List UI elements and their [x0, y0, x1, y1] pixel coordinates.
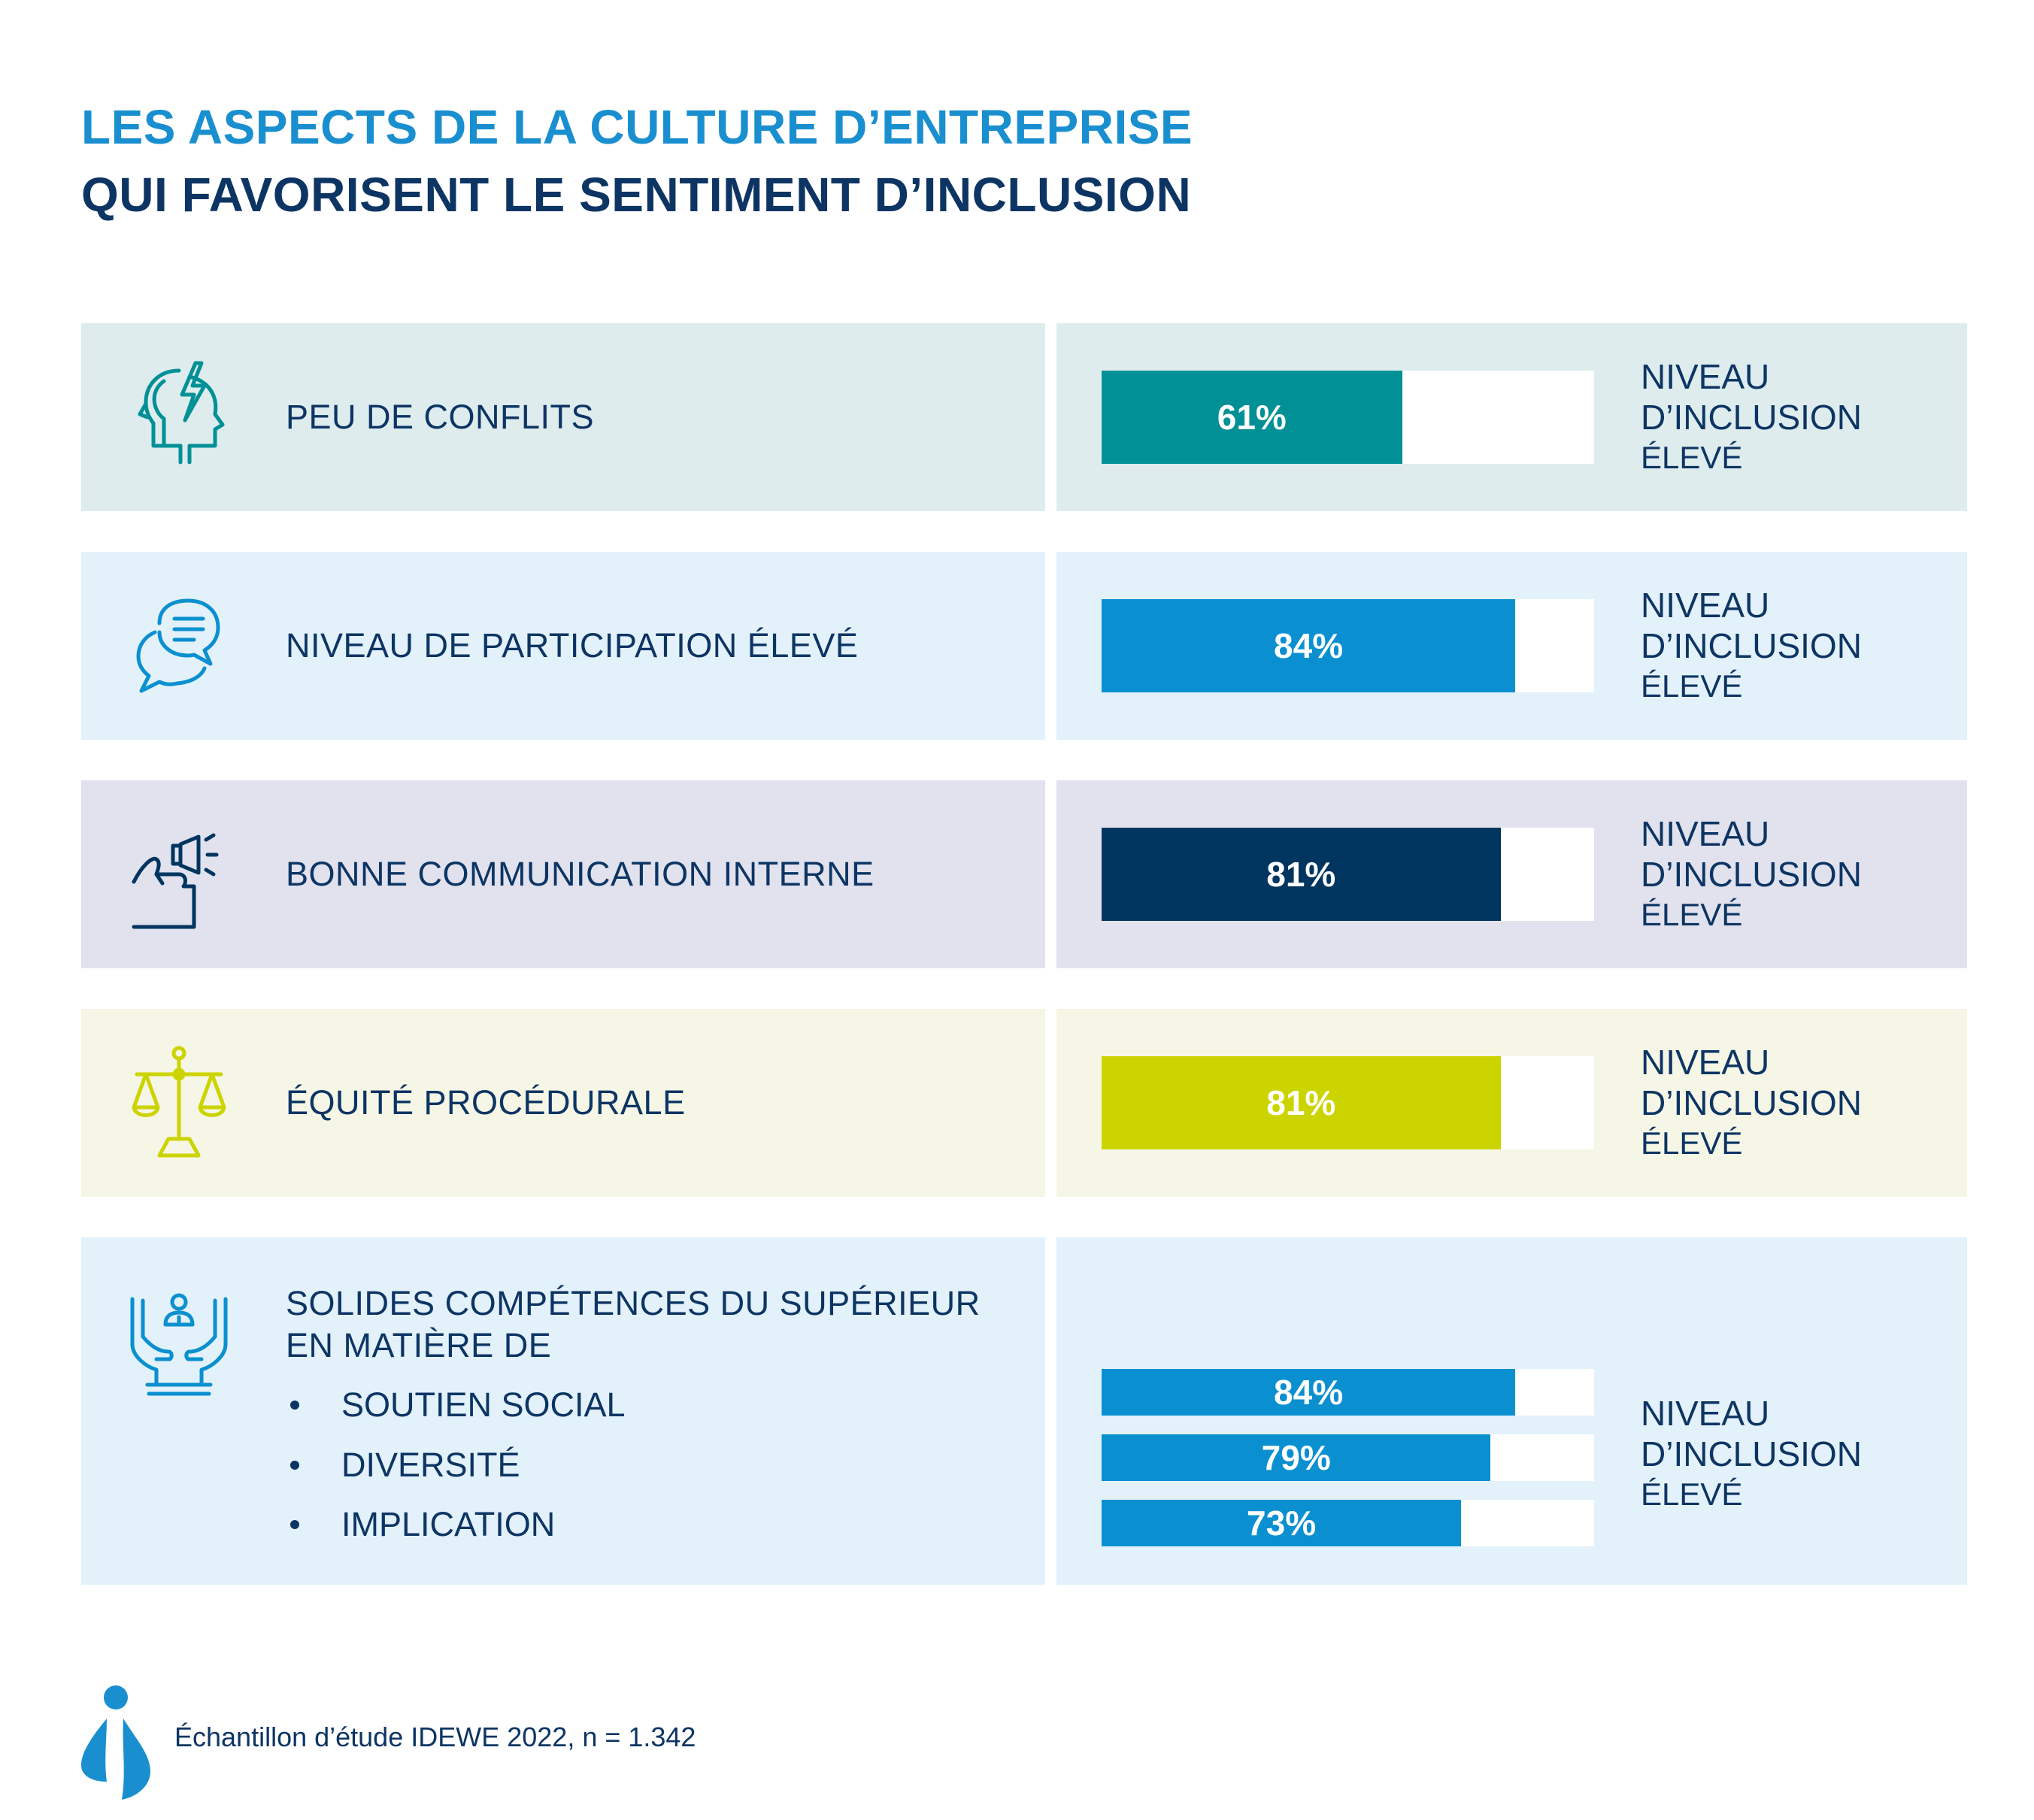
row-label-line-2: EN MATIÈRE DE [286, 1326, 552, 1364]
row-label-panel: NIVEAU DE PARTICIPATION ÉLEVÉ [81, 552, 1045, 740]
bar-value-label: 81% [1266, 1083, 1336, 1122]
hands-person-icon [126, 1292, 232, 1397]
legend-line-3: ÉLEVÉ [1641, 1125, 1743, 1161]
row-label: NIVEAU DE PARTICIPATION ÉLEVÉ [286, 626, 859, 665]
row-value-panel: 84% NIVEAU D’INCLUSION ÉLEVÉ [1056, 552, 1967, 740]
bar-value-label: 73% [1247, 1504, 1317, 1543]
title-line-1: LES ASPECTS DE LA CULTURE D’ENTREPRISE [81, 100, 1193, 154]
head-conflict-icon [126, 357, 232, 477]
bar-track: 61% [1102, 371, 1594, 464]
row-superieur: SOLIDES COMPÉTENCES DU SUPÉRIEUR EN MATI… [81, 1237, 1967, 1585]
legend-line-2: D’INCLUSION [1641, 1083, 1862, 1122]
legend-line-2: D’INCLUSION [1641, 398, 1862, 437]
row-label-panel: BONNE COMMUNICATION INTERNE [81, 780, 1045, 968]
row-label-panel: SOLIDES COMPÉTENCES DU SUPÉRIEUR EN MATI… [81, 1237, 1045, 1585]
bar-track: 81% [1102, 1056, 1594, 1149]
bar-value-label: 84% [1274, 626, 1344, 665]
bar-bonne-communication: 81% [1102, 828, 1501, 921]
row-conflicts: PEU DE CONFLITS 61% NIVEAU D’INCLUSION É… [81, 323, 1967, 511]
bullet [290, 1461, 299, 1470]
bar-value-label: 81% [1266, 855, 1336, 894]
legend-line-1: NIVEAU [1641, 1394, 1770, 1433]
row-participation: NIVEAU DE PARTICIPATION ÉLEVÉ 84% NIVEAU… [81, 552, 1967, 740]
legend-line-2: D’INCLUSION [1641, 1434, 1862, 1473]
bullet [290, 1401, 299, 1410]
scales-icon [126, 1043, 232, 1163]
legend-line-1: NIVEAU [1641, 357, 1770, 396]
row-value-panel: 84% 79% 73% NIVEAU D’INCLUSION ÉLEVÉ [1056, 1237, 1967, 1585]
bar-niveau-de-participation: 84% [1102, 599, 1516, 692]
legend-high-inclusion: NIVEAU D’INCLUSION ÉLEVÉ [1641, 356, 1862, 478]
legend-line-3: ÉLEVÉ [1641, 440, 1743, 475]
bar-equite-procedurale: 81% [1102, 1056, 1501, 1149]
legend-line-1: NIVEAU [1641, 586, 1770, 625]
legend-line-2: D’INCLUSION [1641, 855, 1862, 894]
bar-track: 81% [1102, 828, 1594, 921]
row-equite: ÉQUITÉ PROCÉDURALE 81% NIVEAU D’INCLUSIO… [81, 1009, 1967, 1197]
bar-value-label: 61% [1217, 398, 1287, 437]
row-label: BONNE COMMUNICATION INTERNE [286, 855, 875, 893]
item-diversite: DIVERSITÉ [341, 1446, 520, 1484]
source-note: Échantillon d’étude IDEWE 2022, n = 1.34… [174, 1722, 696, 1752]
row-label-panel: PEU DE CONFLITS [81, 323, 1045, 511]
megaphone-hand-icon [126, 814, 232, 934]
row-value-panel: 81% NIVEAU D’INCLUSION ÉLEVÉ [1056, 780, 1967, 968]
row-label-line-1: SOLIDES COMPÉTENCES DU SUPÉRIEUR [286, 1284, 981, 1322]
speech-bubbles-icon [126, 586, 232, 706]
title-line-2: QUI FAVORISENT LE SENTIMENT D’INCLUSION [81, 168, 1192, 222]
bar-track: 84% [1102, 1369, 1594, 1416]
bar-soutien-social: 84% [1102, 1369, 1516, 1416]
bar-value-label: 79% [1261, 1438, 1331, 1477]
legend-high-inclusion: NIVEAU D’INCLUSION ÉLEVÉ [1641, 813, 1862, 935]
legend-line-2: D’INCLUSION [1641, 626, 1862, 665]
bar-peu-de-conflits: 61% [1102, 371, 1402, 464]
legend-high-inclusion: NIVEAU D’INCLUSION ÉLEVÉ [1641, 1042, 1862, 1164]
bar-track: 84% [1102, 599, 1594, 692]
legend-high-inclusion: NIVEAU D’INCLUSION ÉLEVÉ [1641, 1393, 1862, 1515]
bar-value-label: 84% [1274, 1373, 1344, 1412]
bar-track: 79% [1102, 1434, 1594, 1481]
bar-diversite: 79% [1102, 1434, 1491, 1481]
legend-line-1: NIVEAU [1641, 1043, 1770, 1082]
legend-line-3: ÉLEVÉ [1641, 1476, 1743, 1512]
bullet [290, 1520, 299, 1529]
row-value-panel: 81% NIVEAU D’INCLUSION ÉLEVÉ [1056, 1009, 1967, 1197]
legend-high-inclusion: NIVEAU D’INCLUSION ÉLEVÉ [1641, 585, 1862, 707]
item-soutien-social: SOUTIEN SOCIAL [341, 1385, 626, 1424]
legend-line-1: NIVEAU [1641, 814, 1770, 853]
legend-line-3: ÉLEVÉ [1641, 668, 1743, 704]
row-label: PEU DE CONFLITS [286, 398, 595, 436]
item-implication: IMPLICATION [341, 1505, 556, 1543]
row-label-panel: ÉQUITÉ PROCÉDURALE [81, 1009, 1045, 1197]
row-communication: BONNE COMMUNICATION INTERNE 81% NIVEAU D… [81, 780, 1967, 968]
idewe-logo [77, 1682, 159, 1803]
row-label: ÉQUITÉ PROCÉDURALE [286, 1083, 686, 1122]
row-value-panel: 61% NIVEAU D’INCLUSION ÉLEVÉ [1056, 323, 1967, 511]
bar-track: 73% [1102, 1500, 1594, 1546]
bar-implication: 73% [1102, 1500, 1462, 1546]
legend-line-3: ÉLEVÉ [1641, 897, 1743, 932]
